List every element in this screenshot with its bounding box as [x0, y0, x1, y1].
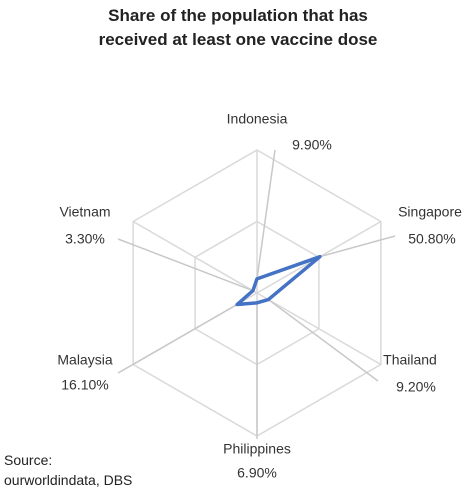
- data-label: 9.90%: [292, 137, 332, 153]
- category-label: Vietnam: [59, 204, 110, 220]
- category-label: Indonesia: [227, 111, 288, 127]
- leader-line: [267, 298, 379, 382]
- spoke: [256, 292, 382, 366]
- data-label: 3.30%: [65, 231, 105, 247]
- leader-line: [256, 149, 276, 279]
- category-label: Malaysia: [57, 352, 112, 368]
- leader-line: [117, 303, 238, 374]
- leader-line: [117, 238, 254, 292]
- category-label: Philippines: [223, 441, 291, 457]
- data-label: 9.20%: [396, 379, 436, 395]
- source-label: Source:: [4, 452, 53, 468]
- category-label: Singapore: [398, 204, 462, 220]
- data-label: 6.90%: [237, 465, 277, 481]
- category-label: Thailand: [383, 352, 437, 368]
- source: Source: ourworldindata, DBS: [4, 450, 132, 490]
- data-label: 16.10%: [61, 377, 108, 393]
- chart-title: Share of the population that has receive…: [98, 6, 378, 49]
- data-label: 50.80%: [408, 231, 455, 247]
- leader-line: [319, 235, 396, 258]
- spoke: [132, 220, 258, 294]
- source-text: ourworldindata, DBS: [4, 472, 133, 488]
- series-line: [235, 254, 322, 307]
